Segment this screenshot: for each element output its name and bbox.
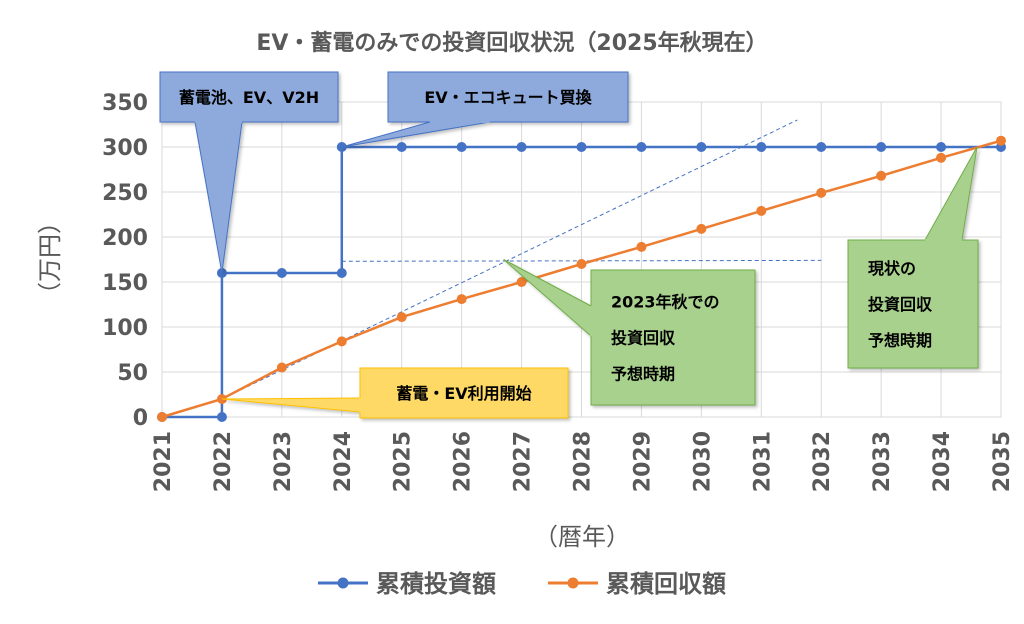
callout-box (387, 71, 629, 123)
x-tick-label: 2025 (391, 431, 416, 492)
series-1-point (216, 412, 227, 422)
callout-box (359, 367, 569, 419)
series-2-point (516, 277, 527, 287)
chart-title: EV・蓄電のみでの投資回収状況（2025年秋現在） (256, 30, 767, 56)
callout-a3: 蓄電・EV利用開始 (221, 367, 569, 419)
callout-pointer (221, 397, 361, 413)
series-2-point (157, 412, 167, 422)
callout-box (590, 269, 756, 406)
callout-pointer (341, 121, 491, 148)
callout-pointer (503, 259, 592, 338)
y-tick-label: 100 (102, 316, 148, 341)
series-layer (157, 135, 1006, 422)
series-1-point (756, 142, 767, 152)
callout-text-line: 現状の (868, 259, 916, 278)
series-2-point (756, 205, 767, 216)
callout-text-line: 投資回収 (611, 329, 676, 348)
series-2-point (936, 152, 947, 163)
y-tick-label: 150 (102, 271, 148, 296)
callout-text-line: 蓄電池、EV、V2H (179, 88, 319, 107)
series-2-point (636, 241, 647, 252)
series-2-point (456, 294, 467, 305)
x-tick-label: 2029 (630, 431, 655, 492)
series-1-point (696, 142, 707, 152)
series-1-point (816, 142, 827, 152)
series-2-point (876, 170, 887, 181)
series-1-point (456, 142, 467, 152)
series-2-point (336, 336, 347, 347)
series-1-point (576, 142, 587, 152)
series-1-point (336, 268, 347, 278)
callout-a1: 蓄電池、EV、V2H (159, 71, 339, 274)
x-tick-label: 2026 (451, 431, 476, 492)
legend-marker-1 (337, 577, 349, 589)
x-tick-label: 2024 (331, 431, 356, 492)
callout-a2: EV・エコキュート買換 (341, 71, 629, 148)
x-tick-label: 2035 (990, 431, 1015, 492)
callout-text-line: 2023年秋での (611, 293, 720, 312)
y-tick-label: 200 (102, 226, 148, 251)
x-axis-title: （暦年） (534, 523, 630, 551)
x-tick-label: 2033 (870, 431, 895, 492)
callout-layer: 蓄電池、EV、V2H EV・エコキュート買換蓄電・EV利用開始2023年秋での投資… (159, 71, 979, 419)
series-1-point (276, 268, 287, 278)
x-tick-label: 2032 (810, 431, 835, 492)
x-tick-label: 2023 (271, 431, 296, 492)
legend: 累積投資額 累積回収額 (318, 570, 726, 598)
series-2-point (816, 187, 827, 198)
callout-text-line: 投資回収 (868, 295, 933, 314)
callout-pointer (194, 121, 243, 274)
legend-label-2: 累積回収額 (606, 570, 726, 598)
x-tick-label: 2027 (511, 431, 536, 492)
callout-text-line: 蓄電・EV利用開始 (396, 384, 531, 403)
series-1-point (516, 142, 527, 152)
series-1-point (876, 142, 887, 152)
x-tick-label: 2034 (930, 431, 955, 492)
x-tick-label: 2021 (151, 431, 176, 492)
callout-text-line: 予想時期 (611, 365, 675, 384)
callout-box (847, 239, 979, 369)
y-axis-title: （万円） (36, 210, 64, 306)
series-2-point (396, 312, 407, 323)
y-tick-label: 350 (102, 91, 148, 116)
legend-marker-2 (567, 577, 579, 589)
series-2-point (276, 362, 287, 373)
x-tick-label: 2031 (750, 431, 775, 492)
y-tick-label: 0 (133, 406, 148, 431)
series-1-point (936, 142, 947, 152)
series-2-point (696, 223, 707, 234)
y-tick-label: 300 (102, 136, 148, 161)
callout-text-line: EV・エコキュート買換 (424, 88, 592, 107)
series-2-point (576, 259, 587, 269)
series-1-point (396, 142, 407, 152)
callout-box (159, 71, 339, 123)
x-tick-label: 2028 (571, 431, 596, 492)
callout-text-line: 予想時期 (868, 331, 932, 350)
series-2-point (996, 135, 1006, 146)
x-tick-label: 2022 (211, 431, 236, 492)
legend-label-1: 累積投資額 (376, 570, 496, 598)
x-tick-label: 2030 (690, 431, 715, 492)
series-1-point (636, 142, 647, 152)
y-tick-label: 250 (102, 181, 148, 206)
y-tick-label: 50 (117, 361, 148, 386)
tick-layer: 0 50 100 150 200 250 300 350 2021 2022 2023 2024 202… (102, 91, 1015, 492)
